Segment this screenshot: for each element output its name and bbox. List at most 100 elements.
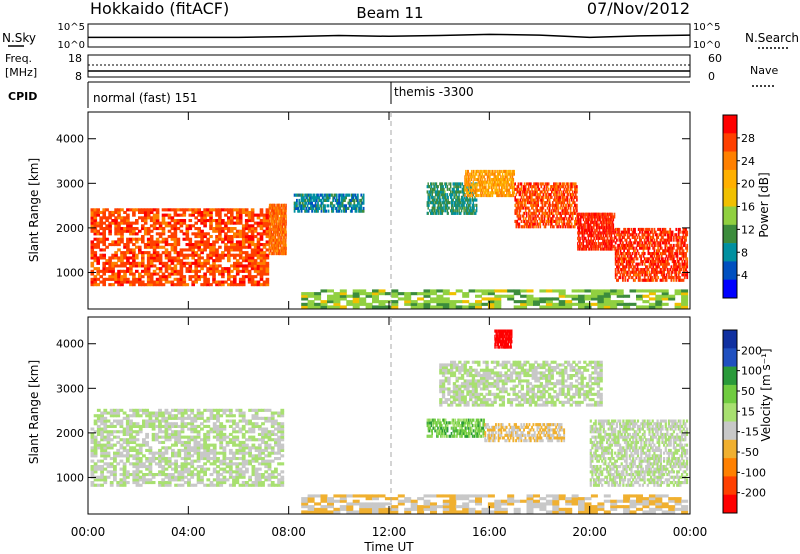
heatmap-cell — [439, 198, 441, 202]
heatmap-cell — [619, 257, 622, 261]
heatmap-cell — [456, 209, 459, 213]
heatmap-cell — [441, 193, 444, 197]
heatmap-cell — [262, 267, 267, 271]
heatmap-cell — [182, 210, 187, 214]
heatmap-cell — [671, 276, 674, 280]
heatmap-cell — [589, 244, 591, 248]
heatmap-cell — [520, 185, 523, 189]
heatmap-cell — [609, 218, 611, 222]
heatmap-cell — [283, 246, 285, 250]
heatmap-cell — [618, 257, 621, 261]
heatmap-cell — [326, 198, 329, 202]
heatmap-cell — [533, 203, 535, 207]
heatmap-cell — [188, 275, 193, 279]
heatmap-cell — [534, 190, 536, 194]
heatmap-cell — [604, 239, 606, 243]
heatmap-cell — [496, 175, 499, 179]
heatmap-cell — [431, 206, 433, 210]
heatmap-cell — [460, 201, 462, 205]
heatmap-cell — [545, 187, 548, 191]
heatmap-cell — [268, 219, 270, 223]
heatmap-cell — [275, 241, 277, 245]
heatmap-cell — [250, 261, 255, 265]
heatmap-cell — [601, 231, 603, 235]
heatmap-cell — [599, 212, 601, 216]
heatmap-cell — [206, 253, 210, 257]
heatmap-cell — [281, 217, 283, 221]
heatmap-cell — [520, 201, 523, 205]
heatmap-cell — [497, 194, 500, 198]
heatmap-cell — [426, 201, 428, 205]
heatmap-cell — [167, 235, 172, 239]
heatmap-cell — [284, 246, 286, 250]
heatmap-cell — [335, 206, 338, 210]
heatmap-cell — [455, 206, 458, 210]
heatmap-cell — [682, 273, 685, 277]
heatmap-cell — [618, 238, 621, 242]
heatmap-cell — [601, 247, 603, 251]
heatmap-cell — [651, 227, 653, 231]
heatmap-cell — [141, 264, 145, 268]
heatmap-cell — [161, 237, 166, 241]
heatmap-cell — [105, 208, 109, 212]
heatmap-cell — [676, 249, 679, 253]
heatmap-cell — [280, 243, 282, 247]
heatmap-cell — [206, 256, 210, 260]
heatmap-cell — [590, 218, 592, 222]
heatmap-cell — [191, 224, 195, 228]
heatmap-cell — [197, 243, 201, 247]
heatmap-cell — [484, 178, 486, 182]
heatmap-cell — [277, 241, 279, 245]
heatmap-cell — [626, 270, 629, 274]
heatmap-cell — [472, 180, 474, 184]
heatmap-cell — [539, 198, 542, 202]
heatmap-cell — [555, 182, 557, 186]
heatmap-cell — [283, 249, 285, 253]
heatmap-cell — [250, 267, 255, 271]
heatmap-cell — [155, 277, 160, 281]
heatmap-cell — [611, 226, 613, 230]
heatmap-cell — [185, 269, 190, 273]
heatmap-cell — [285, 211, 286, 215]
heatmap-cell — [490, 191, 492, 195]
heatmap-cell — [152, 251, 157, 255]
heatmap-cell — [275, 249, 277, 253]
heatmap-cell — [233, 261, 237, 265]
heatmap-cell — [631, 276, 634, 280]
heatmap-cell — [278, 241, 279, 245]
heatmap-cell — [439, 193, 441, 197]
heatmap-cell — [523, 201, 526, 205]
heatmap-cell — [194, 243, 198, 247]
heatmap-cell — [557, 187, 559, 191]
heatmap-cell — [599, 218, 601, 222]
heatmap-cell — [612, 212, 614, 216]
heatmap-cell — [446, 203, 449, 207]
heatmap-cell — [534, 217, 536, 221]
heatmap-cell — [126, 240, 130, 244]
heatmap-cell — [465, 172, 468, 176]
heatmap-cell — [659, 230, 662, 234]
heatmap-cell — [679, 278, 681, 282]
heatmap-cell — [269, 217, 271, 221]
heatmap-cell — [553, 219, 555, 223]
heatmap-cell — [200, 221, 204, 225]
heatmap-cell — [250, 280, 255, 284]
heatmap-cell — [502, 178, 505, 182]
heatmap-cell — [528, 187, 530, 191]
heatmap-cell — [480, 183, 482, 187]
heatmap-cell — [490, 180, 492, 184]
heatmap-cell — [558, 219, 560, 223]
heatmap-cell — [624, 230, 627, 234]
heatmap-cell — [622, 243, 624, 247]
heatmap-cell — [235, 248, 240, 252]
heatmap-cell — [584, 215, 586, 219]
heatmap-cell — [617, 252, 619, 256]
heatmap-cell — [149, 235, 154, 239]
heatmap-cell — [515, 206, 518, 210]
heatmap-cell — [566, 193, 569, 197]
heatmap-cell — [554, 198, 556, 202]
heatmap-cell — [238, 256, 243, 260]
heatmap-cell — [534, 203, 536, 207]
heatmap-cell — [679, 227, 681, 231]
heatmap-cell — [117, 224, 121, 228]
